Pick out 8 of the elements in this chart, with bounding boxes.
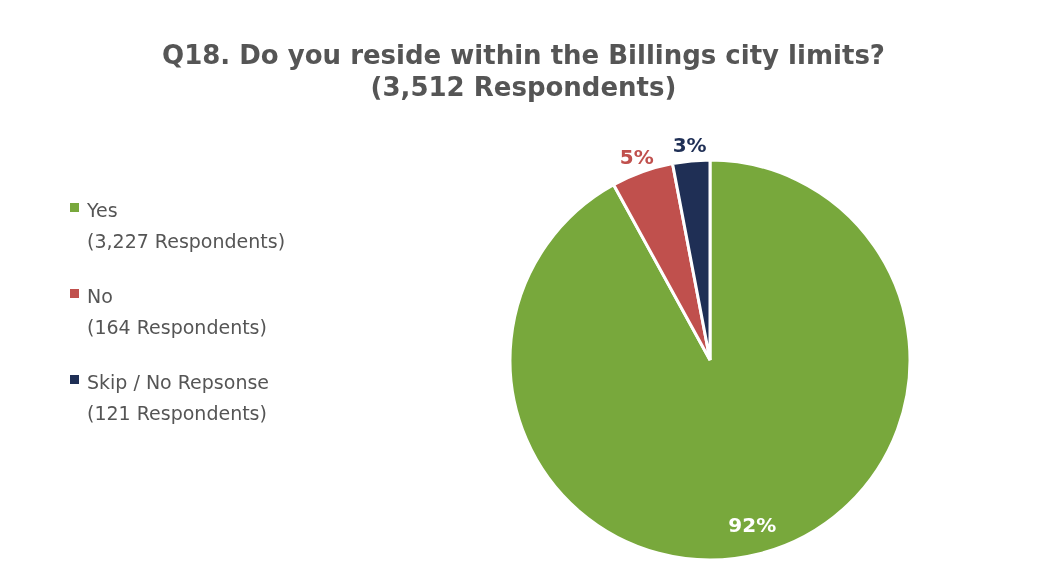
legend-label: Skip / No Repsonse (121 Respondents) [87, 370, 270, 426]
chart-title: Q18. Do you reside within the Billings city limits? [161, 40, 886, 70]
data-label: 5% [619, 144, 654, 169]
legend-label: Yes (3,227 Respondents) [87, 198, 286, 254]
data-label: 3% [672, 132, 707, 157]
data-label: 92% [728, 512, 777, 537]
legend-label: No (164 Respondents) [87, 284, 267, 340]
chart-subtitle: (3,512 Respondents) [369, 72, 678, 102]
